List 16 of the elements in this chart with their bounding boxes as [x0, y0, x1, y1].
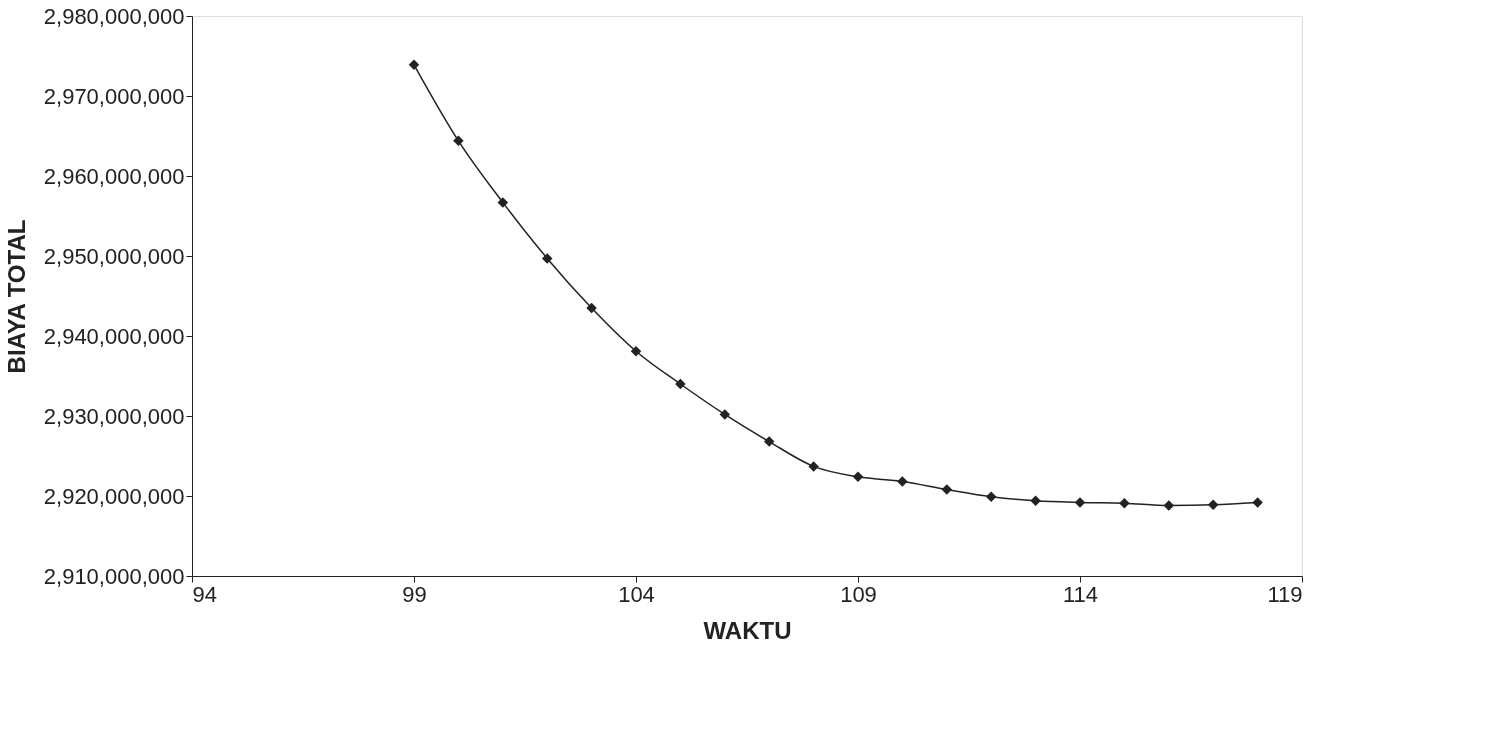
x-tick-label: 119	[1267, 581, 1303, 607]
y-tick-label: 2,950,000,000	[43, 243, 185, 269]
y-tick-label: 2,920,000,000	[43, 483, 185, 509]
y-tick-label: 2,940,000,000	[43, 323, 185, 349]
x-tick-label: 104	[618, 581, 655, 607]
y-axis-title: BIAYA TOTAL	[2, 219, 30, 374]
x-axis-title: WAKTU	[703, 616, 792, 644]
y-tick-label: 2,980,000,000	[43, 3, 185, 29]
x-tick-label: 94	[192, 581, 217, 607]
x-tick-label: 114	[1062, 581, 1099, 607]
y-tick-label: 2,910,000,000	[43, 563, 185, 589]
y-tick-label: 2,970,000,000	[43, 83, 185, 109]
x-tick-label: 99	[402, 581, 427, 607]
y-tick-label: 2,960,000,000	[43, 163, 185, 189]
y-tick-label: 2,930,000,000	[43, 403, 185, 429]
x-tick-label: 109	[840, 581, 877, 607]
